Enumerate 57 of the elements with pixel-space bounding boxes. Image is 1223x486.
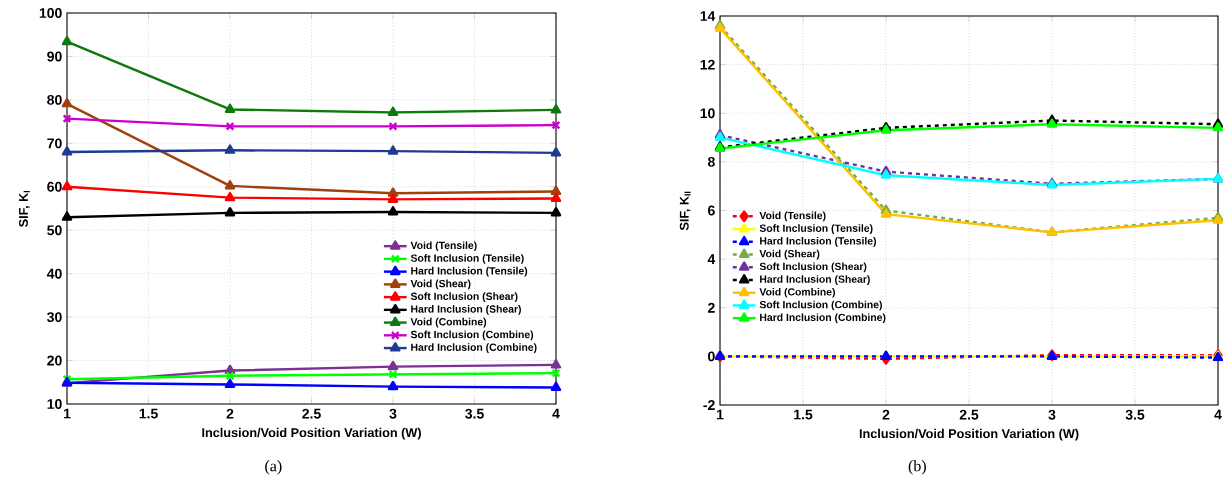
y-tick-label: 12 <box>700 59 715 70</box>
x-tick-label: 2 <box>226 408 234 419</box>
x-tick-label: 1 <box>717 409 724 420</box>
x-tick-label: 3.5 <box>465 408 484 419</box>
x-tick-label: 3 <box>1048 409 1056 420</box>
legend-label: Void (Tensile) <box>410 241 477 252</box>
x-tick-label: 2.5 <box>959 409 979 420</box>
x-tick-label: 4 <box>1214 409 1222 420</box>
y-tick-label: 4 <box>707 254 716 264</box>
y-tick-label: 8 <box>707 156 715 167</box>
y-axis-title: SIF, K$_{II}$ <box>679 191 691 231</box>
legend-label: Hard Inclusion (Tensile) <box>411 266 528 277</box>
x-axis-title: Inclusion/Void Position Variation (W) <box>859 428 1079 441</box>
y-tick-label: 10 <box>700 108 715 119</box>
x-tick-label: 4 <box>552 408 560 419</box>
legend-label: Soft Inclusion (Tensile) <box>759 224 873 234</box>
legend-label: Soft Inclusion (Combine) <box>759 300 882 311</box>
legend-label: Void (Combine) <box>410 317 487 328</box>
x-tick-label: 2 <box>882 409 890 420</box>
legend-label: Soft Inclusion (Tensile) <box>410 254 524 264</box>
legend-label: Void (Shear) <box>759 249 820 260</box>
y-tick-label: 100 <box>39 8 62 18</box>
y-tick-label: 60 <box>47 181 62 192</box>
text: (a) <box>265 460 282 475</box>
text: (b) <box>908 460 926 475</box>
y-tick-label: 0 <box>708 351 715 362</box>
y-axis-title: SIF, K$_{I}$ <box>18 190 30 227</box>
legend-label: Soft Inclusion (Shear) <box>759 262 867 273</box>
y-tick-label: 90 <box>47 51 62 62</box>
y-tick-label: 14 <box>700 11 716 21</box>
y-tick-label: 30 <box>47 312 62 323</box>
x-tick-label: 1 <box>63 408 71 419</box>
x-axis-title: Inclusion/Void Position Variation (W) <box>202 427 421 440</box>
y-tick-label: 50 <box>47 225 62 236</box>
legend-label: Hard Inclusion (Combine) <box>411 343 537 353</box>
x-tick-label: 3.5 <box>1125 409 1145 420</box>
legend-label: Void (Shear) <box>410 279 471 290</box>
legend-label: Hard Inclusion (Combine) <box>760 313 886 324</box>
y-tick-label: 6 <box>708 205 715 216</box>
x-tick-label: 2.5 <box>302 408 321 419</box>
y-tick-label: 20 <box>47 355 62 366</box>
legend-label: Soft Inclusion (Combine) <box>410 330 534 341</box>
y-tick-label: 10 <box>47 399 62 409</box>
y-tick-label: -2 <box>703 400 715 410</box>
legend-label: Hard Inclusion (Shear) <box>411 305 521 315</box>
legend-label: Soft Inclusion (Shear) <box>410 292 518 303</box>
legend-label: Hard Inclusion (Shear) <box>760 275 870 285</box>
y-tick-label: 2 <box>707 302 715 313</box>
legend-label: Void (Combine) <box>759 287 835 298</box>
y-tick-label: 70 <box>47 138 62 149</box>
y-tick-label: 80 <box>47 94 62 105</box>
legend-label: Hard Inclusion (Tensile) <box>760 236 877 247</box>
x-tick-label: 3 <box>389 408 397 419</box>
x-tick-label: 1.5 <box>794 409 813 420</box>
y-tick-label: 40 <box>46 268 62 279</box>
x-tick-label: 1.5 <box>139 408 158 419</box>
legend-label: Void (Tensile) <box>759 211 826 222</box>
